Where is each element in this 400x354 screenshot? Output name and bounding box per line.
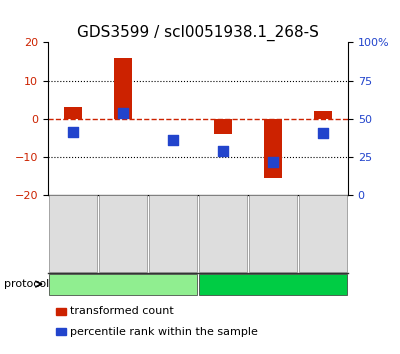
Text: GSM435059: GSM435059	[68, 206, 78, 261]
Text: GSM435060: GSM435060	[118, 206, 128, 261]
Point	[320, 130, 326, 136]
Point	[220, 148, 226, 154]
Bar	[114, 58, 132, 119]
Point	[270, 160, 276, 165]
Text: GSM435062: GSM435062	[218, 206, 228, 261]
Text: percentile rank within the sample: percentile rank within the sample	[70, 327, 258, 337]
Text: GSM435064: GSM435064	[318, 206, 328, 261]
Bar	[314, 111, 332, 119]
Text: Eset depletion: Eset depletion	[233, 279, 313, 289]
Title: GDS3599 / scl0051938.1_268-S: GDS3599 / scl0051938.1_268-S	[77, 25, 319, 41]
Point	[120, 110, 126, 116]
Text: transformed count: transformed count	[70, 306, 174, 316]
Text: protocol: protocol	[4, 279, 49, 289]
Bar	[64, 107, 82, 119]
Text: GSM435061: GSM435061	[168, 206, 178, 261]
Point	[70, 129, 76, 135]
Text: GSM435063: GSM435063	[268, 206, 278, 261]
Text: control: control	[104, 279, 142, 289]
Point	[170, 137, 176, 142]
Bar	[214, 119, 232, 134]
Bar	[264, 119, 282, 178]
